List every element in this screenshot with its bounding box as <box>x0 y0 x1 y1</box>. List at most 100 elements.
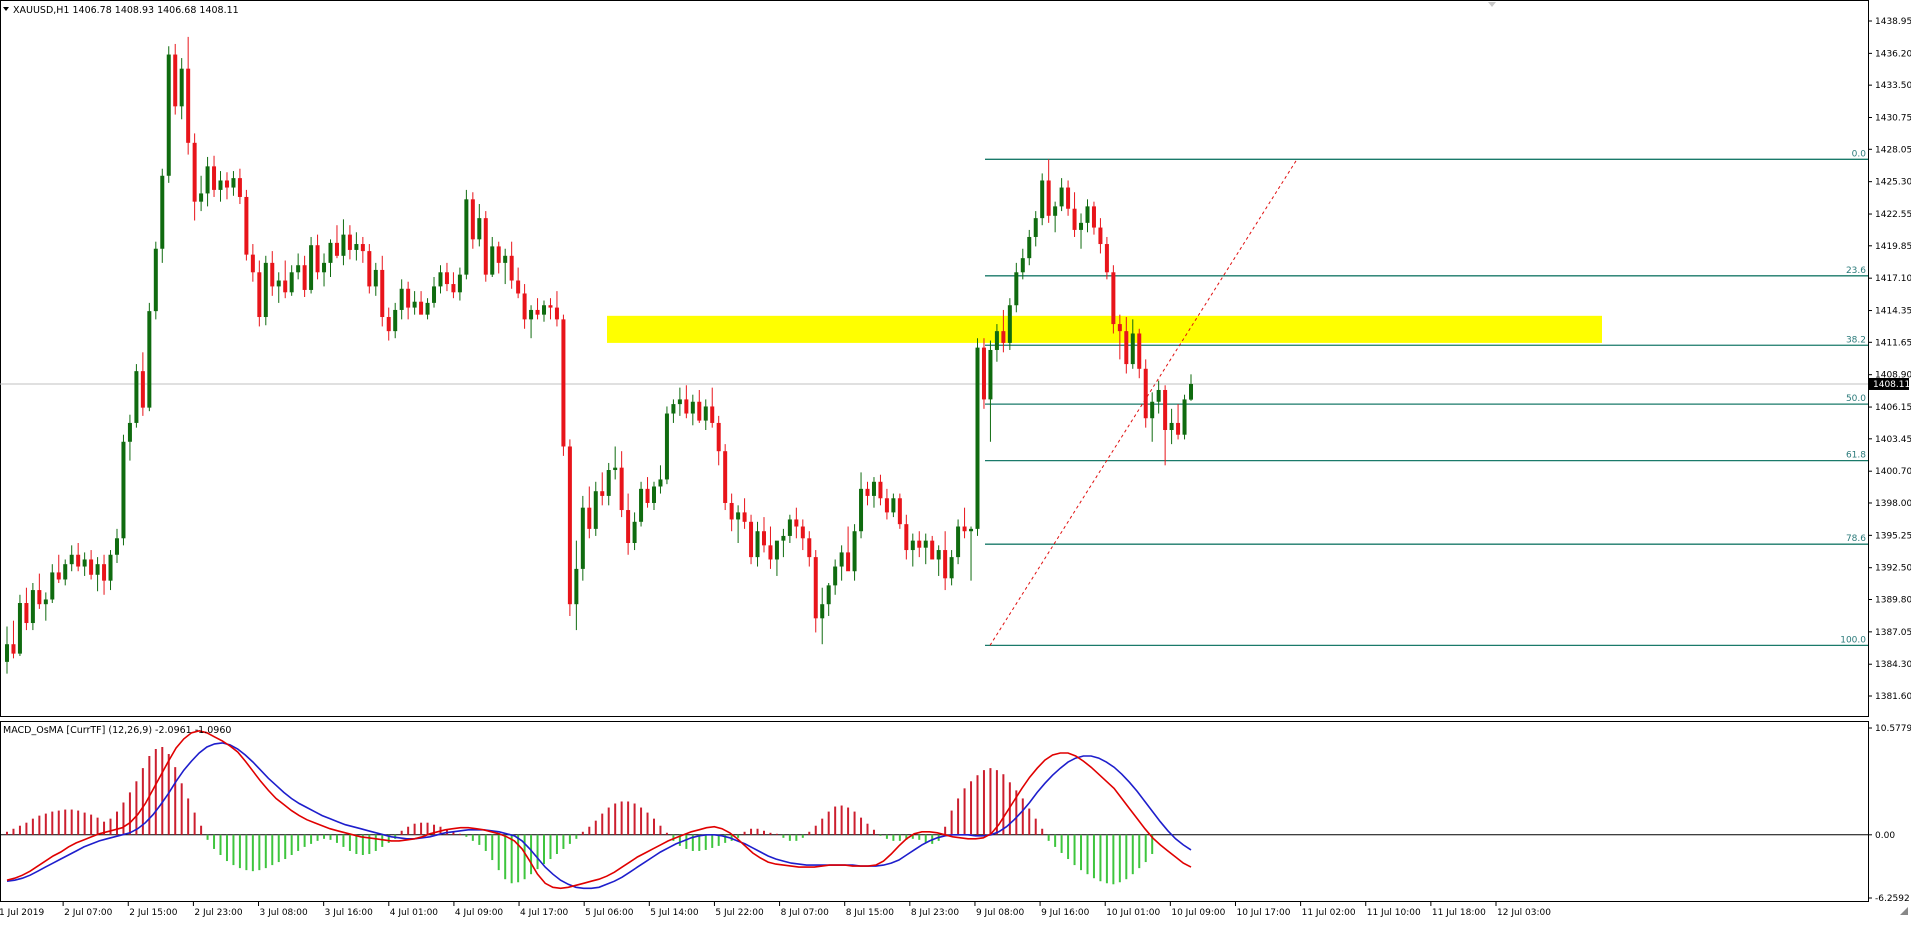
candle-body-bull <box>30 590 35 624</box>
candle-body-bear <box>619 467 624 511</box>
candle-body-bear <box>723 451 728 503</box>
price-tick-label: 1436.20 <box>1875 49 1911 59</box>
candle-body-bull <box>393 309 398 332</box>
candle-body-bear <box>962 526 967 532</box>
candle-body-bear <box>257 272 262 318</box>
price-tick-label: 1392.50 <box>1875 564 1911 574</box>
candle-body-bear <box>470 199 475 240</box>
candle-body-bull <box>17 603 22 654</box>
time-tick-label: 1 Jul 2019 <box>0 908 44 918</box>
candle-body-bear <box>1046 180 1051 216</box>
candle-body-bear <box>917 540 922 548</box>
price-tick-label: 1428.05 <box>1875 145 1911 155</box>
candle-body-bull <box>341 234 346 256</box>
candle-body-bear <box>943 550 948 579</box>
fib-level-label: 23.6 <box>1846 266 1866 276</box>
price-tick-label: 1406.15 <box>1875 403 1911 413</box>
candle-body-bull <box>322 262 327 273</box>
candle-body-bull <box>432 286 437 303</box>
candle-body-bull <box>309 245 314 290</box>
candle-body-bull <box>160 175 165 249</box>
candle-body-bull <box>936 550 941 560</box>
candle-body-bull <box>147 311 152 408</box>
price-tick-label: 1387.05 <box>1875 628 1911 638</box>
candle-body-bear <box>237 178 242 197</box>
fib-level-label: 78.6 <box>1846 534 1866 544</box>
price-tick-label: 1414.35 <box>1875 307 1911 317</box>
candle-body-bull <box>1156 389 1161 402</box>
candle-body-bull <box>994 331 999 350</box>
candle-body-bear <box>930 540 935 560</box>
candle-body-bull <box>1027 236 1032 259</box>
candle-body-bull <box>425 302 430 315</box>
candle-body-bull <box>276 280 281 287</box>
candle-body-bull <box>121 441 126 539</box>
candle-body-bear <box>347 234 352 250</box>
candle-body-bear <box>89 559 94 575</box>
candle-body-bear <box>11 644 16 654</box>
candle-body-bear <box>56 572 61 580</box>
candle-body-bull <box>891 498 896 513</box>
candle-body-bear <box>522 293 527 320</box>
price-tick-label: 1425.30 <box>1875 178 1911 188</box>
candle-body-bear <box>761 531 766 546</box>
menu-triangle-icon[interactable] <box>3 7 9 11</box>
candle-body-bull <box>218 180 223 190</box>
price-tick-label: 1438.95 <box>1875 17 1911 27</box>
candle-body-bull <box>127 422 132 442</box>
time-tick-label: 11 Jul 10:00 <box>1367 908 1421 918</box>
price-tick-label: 1400.70 <box>1875 467 1911 477</box>
time-axis[interactable]: 1 Jul 2019 2 Jul 07:00 2 Jul 15:00 2 Jul 23… <box>0 902 1551 918</box>
candle-body-bull <box>373 269 378 287</box>
candle-body-bull <box>969 528 974 532</box>
time-tick-label: 5 Jul 14:00 <box>650 908 699 918</box>
candle-body-bear <box>865 488 870 496</box>
time-tick-label: 8 Jul 15:00 <box>846 908 895 918</box>
scroll-shift-icon[interactable] <box>1488 2 1496 7</box>
support-zone-rect <box>607 315 1602 343</box>
resize-grip-icon[interactable] <box>1900 907 1908 915</box>
candle-body-bull <box>956 526 961 558</box>
candle-body-bear <box>1104 244 1109 273</box>
macd-tick-label: 0.00 <box>1875 831 1895 841</box>
candle-body-bear <box>37 590 42 605</box>
candle-body-bear <box>813 557 818 619</box>
candle-body-bear <box>878 481 883 499</box>
candle-body-bull <box>153 248 158 312</box>
macd-main-line <box>6 729 1192 890</box>
candle-body-bear <box>444 272 449 285</box>
candle-body-bull <box>871 481 876 496</box>
candle-body-bear <box>509 255 514 281</box>
candle-body-bear <box>1143 368 1148 419</box>
time-tick-label: 11 Jul 02:00 <box>1302 908 1356 918</box>
candle-body-bear <box>380 269 385 318</box>
candle-body-bear <box>626 510 631 543</box>
candle-body-bear <box>1098 227 1103 245</box>
candle-body-bull <box>95 564 100 575</box>
price-axis[interactable]: 1438.95 1436.20 1433.50 1430.75 1428.05 1425.… <box>1868 17 1911 702</box>
candle-body-bull <box>580 507 585 569</box>
candle-body-bear <box>283 280 288 293</box>
candle-body-bull <box>1150 401 1155 419</box>
candle-body-bear <box>406 288 411 308</box>
candle-body-bull <box>574 568 579 605</box>
candle-body-bear <box>561 319 566 447</box>
time-tick-label: 11 Jul 18:00 <box>1432 908 1486 918</box>
fibonacci-layer[interactable]: 0.0 23.6 38.2 50.0 61.8 78.6 100.0 <box>985 149 1868 647</box>
fib-level-label: 38.2 <box>1846 335 1866 345</box>
candle-body-bull <box>632 521 637 543</box>
candle-body-bear <box>24 603 29 624</box>
candle-body-bull <box>1085 206 1090 223</box>
current-price-label: 1408.11 <box>1873 380 1910 390</box>
candle-body-bear <box>645 488 650 503</box>
candle-body-bull <box>199 193 204 202</box>
candle-body-bull <box>677 399 682 405</box>
candle-body-bear <box>244 196 249 255</box>
candle-body-bear <box>768 545 773 560</box>
candle-body-bear <box>1117 324 1122 332</box>
candle-body-bear <box>800 526 805 539</box>
price-tick-label: 1430.75 <box>1875 114 1911 124</box>
macd-tick-label: -6.2592 <box>1875 894 1910 904</box>
